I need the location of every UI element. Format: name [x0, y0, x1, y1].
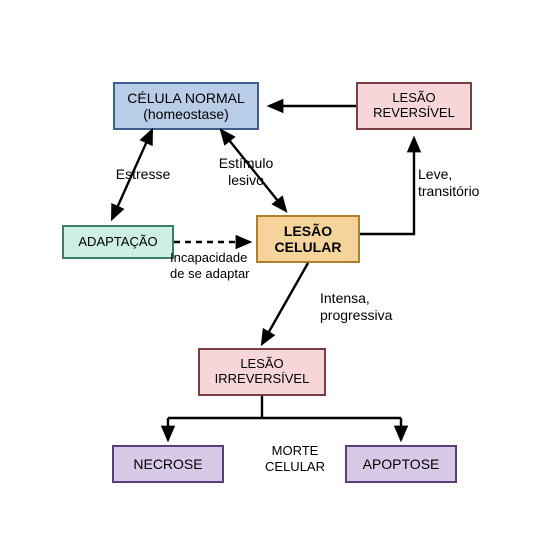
node-line1: LESÃO	[392, 91, 435, 106]
label-incapacidade: Incapacidadede se adaptar	[170, 250, 280, 281]
node-adaptacao: ADAPTAÇÃO	[62, 225, 174, 259]
node-line1: APOPTOSE	[363, 456, 440, 472]
label-estresse: Estresse	[108, 166, 178, 183]
node-line1: LESÃO	[284, 223, 332, 239]
node-line1: LESÃO	[240, 357, 283, 372]
node-necrose: NECROSE	[112, 445, 224, 483]
node-line2: (homeostase)	[143, 106, 229, 122]
node-celula-normal: CÉLULA NORMAL (homeostase)	[113, 82, 259, 130]
edge-lesao-to-revers	[360, 138, 414, 234]
node-line2: REVERSÍVEL	[373, 106, 455, 121]
node-line1: NECROSE	[133, 456, 202, 472]
node-line1: CÉLULA NORMAL	[127, 90, 244, 106]
node-line1: ADAPTAÇÃO	[78, 235, 157, 250]
label-intensa: Intensa,progressiva	[320, 290, 420, 324]
node-lesao-reversivel: LESÃO REVERSÍVEL	[356, 82, 472, 130]
node-line2: IRREVERSÍVEL	[215, 372, 310, 387]
label-morte-celular: MORTECELULAR	[250, 443, 340, 474]
node-apoptose: APOPTOSE	[345, 445, 457, 483]
node-lesao-irreversivel: LESÃO IRREVERSÍVEL	[198, 348, 326, 396]
node-line2: CELULAR	[275, 239, 342, 255]
label-leve: Leve,transitório	[418, 166, 508, 200]
label-estimulo: Estímulolesivo	[206, 155, 286, 189]
